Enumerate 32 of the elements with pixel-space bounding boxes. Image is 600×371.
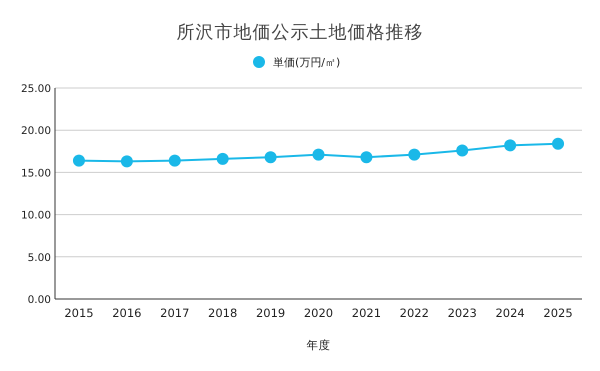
- point: [312, 148, 324, 161]
- x-tick-label: 2024: [495, 306, 525, 320]
- chart-title: 所沢市地価公示土地価格推移: [176, 22, 424, 43]
- x-tick-label: 2022: [400, 306, 429, 320]
- x-tick-label: 2021: [352, 306, 382, 320]
- legend: 単価(万円/㎡): [253, 56, 340, 69]
- y-tick-label: 25.00: [20, 83, 51, 95]
- x-tick-label: 2025: [543, 306, 573, 320]
- point: [456, 144, 468, 156]
- x-tick-label: 2015: [64, 306, 94, 320]
- x-tick-label: 2016: [112, 306, 142, 320]
- point: [168, 154, 181, 167]
- y-tick-label: 0.00: [28, 294, 51, 306]
- y-tick-label: 15.00: [20, 167, 51, 180]
- legend-label: 単価(万円/㎡): [273, 56, 340, 69]
- x-tick-label: 2019: [256, 306, 286, 320]
- point: [120, 155, 133, 168]
- point: [408, 148, 420, 161]
- y-tick-label: 5.00: [28, 252, 51, 264]
- point: [552, 138, 564, 150]
- x-axis-title: 年度: [306, 338, 330, 352]
- y-tick-label: 10.00: [20, 210, 51, 222]
- x-tick-label: 2017: [160, 306, 190, 320]
- point: [72, 154, 85, 167]
- x-tick-label: 2023: [448, 306, 477, 320]
- point: [360, 151, 372, 164]
- x-tick-label: 2020: [304, 306, 334, 320]
- point: [504, 139, 516, 152]
- y-tick-label: 20.00: [20, 125, 51, 138]
- point: [216, 152, 229, 165]
- point: [264, 151, 277, 164]
- x-tick-label: 2018: [208, 306, 238, 320]
